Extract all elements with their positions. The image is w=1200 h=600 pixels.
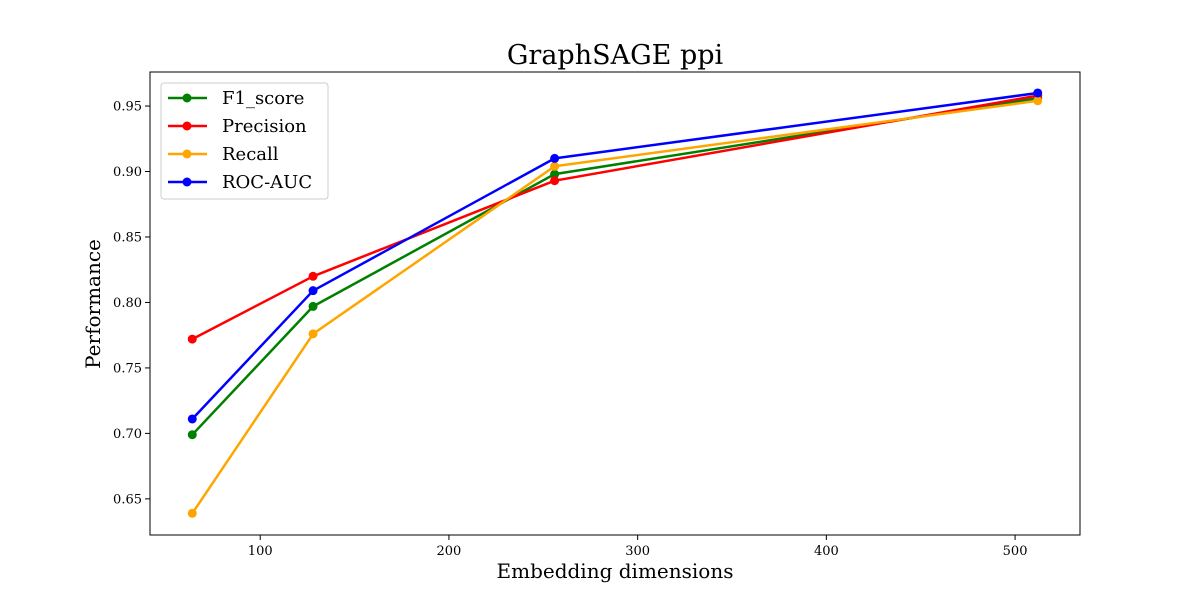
data-point-precision	[308, 271, 318, 281]
series-line-precision	[191, 94, 1038, 341]
chart-title: GraphSAGE ppi	[507, 40, 724, 71]
legend-marker-precision	[182, 121, 192, 131]
y-tick-label: 0.65	[113, 492, 142, 507]
data-point-f1-score	[308, 301, 318, 311]
x-tick-label: 500	[1003, 544, 1028, 559]
legend-label-roc-auc: ROC-AUC	[222, 172, 312, 193]
x-tick-label: 200	[437, 544, 462, 559]
data-point-recall	[308, 329, 318, 339]
x-tick-label: 400	[814, 544, 839, 559]
data-point-roc-auc	[1033, 88, 1043, 98]
y-tick-label: 0.80	[113, 296, 142, 311]
y-tick-label: 0.95	[113, 100, 142, 115]
data-point-recall	[1033, 96, 1043, 106]
data-point-precision	[187, 334, 197, 344]
legend-label-precision: Precision	[222, 116, 307, 137]
y-tick-label: 0.90	[113, 165, 142, 180]
x-tick-label: 100	[248, 544, 273, 559]
legend: F1_score Precision Recall ROC-AUC	[160, 82, 329, 200]
series-line-f1-score	[191, 96, 1038, 436]
y-tick-label: 0.70	[113, 427, 142, 442]
data-point-precision	[550, 176, 560, 186]
data-point-roc-auc	[308, 286, 318, 296]
plot-area	[149, 71, 1081, 536]
y-tick-label: 0.75	[113, 361, 142, 376]
data-point-f1-score	[187, 430, 197, 440]
y-tick-label: 0.85	[113, 230, 142, 245]
x-tick-label: 300	[625, 544, 650, 559]
series-layer	[187, 88, 1043, 518]
data-point-recall	[187, 508, 197, 518]
y-axis: 0.65 0.70 0.75 0.80 0.85 0.90 0.95	[113, 100, 150, 507]
data-point-roc-auc	[550, 153, 560, 163]
x-axis: 100 200 300 400 500	[248, 535, 1028, 559]
data-point-f1-score	[550, 169, 560, 179]
legend-box	[160, 82, 329, 200]
legend-label-f1-score: F1_score	[222, 88, 304, 109]
legend-label-recall: Recall	[222, 144, 279, 165]
series-line-recall	[191, 99, 1038, 514]
y-axis-label: Performance	[81, 239, 105, 369]
legend-marker-recall	[182, 149, 192, 159]
data-point-recall	[550, 161, 560, 171]
x-axis-label: Embedding dimensions	[497, 559, 734, 583]
legend-marker-f1-score	[182, 93, 192, 103]
data-point-roc-auc	[187, 414, 197, 424]
series-line-roc-auc	[191, 91, 1038, 420]
legend-marker-roc-auc	[182, 177, 192, 187]
